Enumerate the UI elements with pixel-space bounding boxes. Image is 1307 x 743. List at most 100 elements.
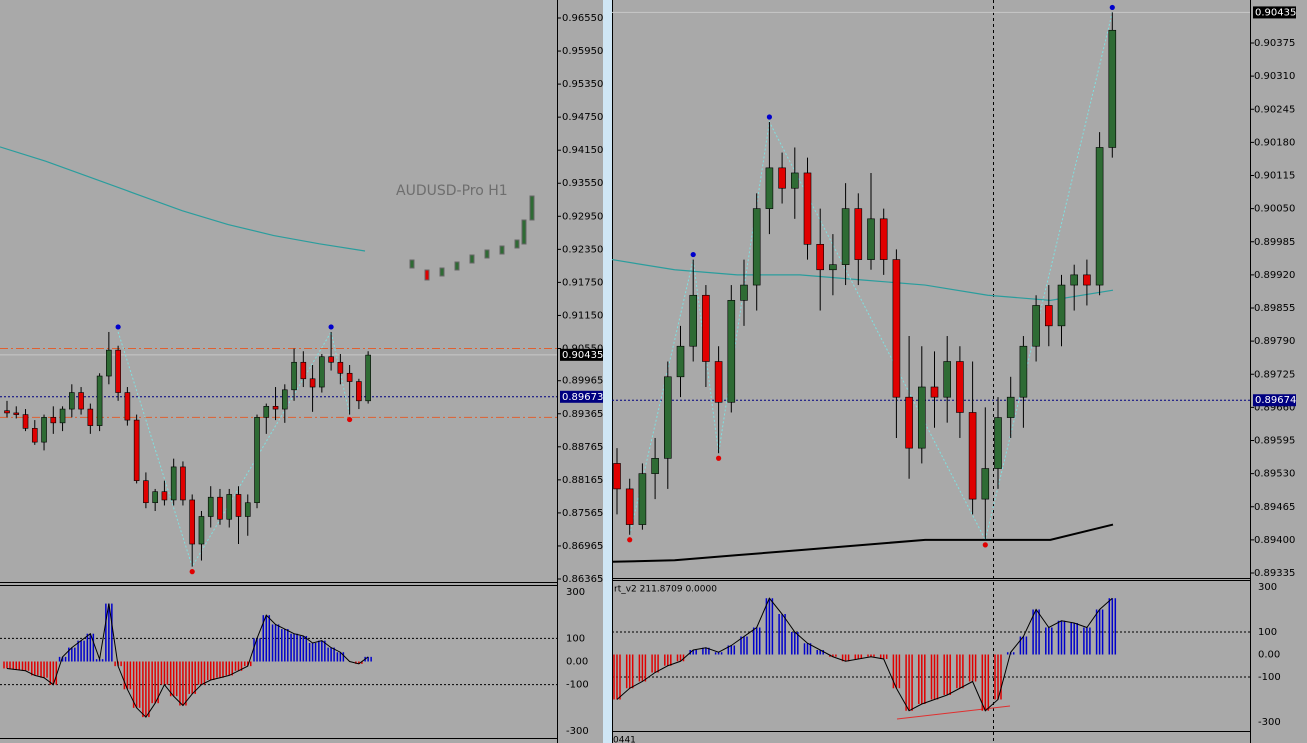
indicator-tick-label: -300	[566, 726, 589, 737]
price-tick-label: 0.89660	[1254, 402, 1295, 413]
candle-body	[714, 361, 723, 403]
zigzag-point	[328, 324, 334, 330]
candle-body	[1032, 305, 1040, 347]
moving-average	[0, 146, 366, 252]
zigzag-point	[347, 416, 353, 423]
indicator-tick-label: 0.00	[1258, 650, 1280, 661]
zigzag-point	[189, 569, 195, 575]
candle-body	[854, 208, 863, 260]
candle-body	[31, 428, 38, 443]
price-label-bg	[1253, 6, 1296, 19]
candle-body	[829, 264, 837, 271]
price-tick-label: 0.90245	[1254, 104, 1295, 115]
candle-body	[1070, 274, 1078, 286]
price-tick-label: 0.91750	[562, 277, 603, 288]
candle-body	[281, 389, 288, 410]
candle-body	[638, 473, 647, 525]
zigzag-point	[627, 537, 633, 543]
price-tick-label: 0.87565	[562, 508, 603, 519]
zigzag-point	[766, 114, 773, 120]
candle-body	[943, 361, 952, 398]
indicator-tick-label: -100	[566, 680, 589, 691]
candle-body	[319, 356, 325, 388]
candle-body	[4, 410, 10, 414]
candle-body	[778, 167, 786, 189]
candle-body	[765, 167, 774, 209]
divergence-line	[896, 705, 1011, 720]
candle-body	[226, 494, 233, 520]
bid-label: 0.89673	[562, 392, 603, 403]
indicator-tick-label: 0.00	[566, 657, 588, 668]
candle-body	[235, 494, 242, 517]
candle-body	[917, 386, 926, 449]
candle-body	[651, 458, 659, 474]
candle-body	[702, 294, 710, 362]
candle-body	[346, 372, 353, 382]
candle-body	[956, 361, 964, 413]
price-tick-label: 0.89965	[562, 376, 603, 387]
candle-body	[96, 375, 103, 426]
zigzag-point	[690, 251, 696, 258]
candle-body	[124, 392, 131, 421]
candle-body	[994, 417, 1002, 469]
price-label: 0.90435	[1255, 7, 1296, 18]
candle-body	[365, 354, 371, 402]
candle-body	[1019, 345, 1028, 398]
price-tick-label: 0.89920	[1254, 270, 1295, 281]
price-tick-label: 0.89465	[1254, 502, 1295, 513]
candle-body	[981, 468, 990, 500]
indicator-line	[616, 597, 1113, 712]
zigzag-point	[115, 324, 121, 330]
candle-body	[676, 345, 685, 378]
candle-body	[207, 496, 214, 517]
price-tick-label: 0.89365	[562, 409, 603, 420]
candle-body	[198, 516, 205, 545]
price-tick-label: 0.89985	[1254, 237, 1295, 248]
price-tick-label: 0.89855	[1254, 303, 1295, 314]
candle-body	[106, 349, 112, 377]
price-tick-label: 0.96550	[562, 13, 603, 24]
price-tick-label: 0.89595	[1254, 436, 1295, 447]
candle-body	[328, 356, 334, 363]
price-tick-label: 0.91150	[562, 310, 603, 321]
candle-body	[41, 417, 47, 443]
price-tick-label: 0.92350	[562, 244, 603, 255]
price-tick-label: 0.88165	[562, 475, 603, 486]
candle-body	[161, 491, 168, 501]
candle-body	[263, 406, 270, 418]
candle-body	[1108, 29, 1117, 148]
price-tick-label: 0.89790	[1254, 336, 1295, 347]
candle-body	[968, 412, 977, 500]
candle-body	[254, 417, 260, 504]
candle-body	[115, 349, 121, 393]
candle-body	[790, 172, 799, 189]
candle-body	[905, 396, 913, 449]
candle-body	[133, 419, 140, 481]
candle-body	[69, 392, 75, 410]
indicator-tick-label: 300	[566, 587, 585, 598]
candle-body	[189, 499, 195, 545]
zigzag-point	[1109, 4, 1115, 11]
candle-body	[930, 386, 939, 398]
price-tick-label: 0.89335	[1254, 568, 1295, 579]
price-tick-label: 0.93550	[562, 178, 603, 189]
price-tick-label: 0.89530	[1254, 469, 1295, 480]
mini-chart	[409, 195, 535, 281]
candle-body	[803, 172, 812, 245]
price-tick-label: 0.95350	[562, 79, 603, 90]
price-tick-label: 0.90050	[1254, 204, 1295, 215]
price-tick-label: 0.90310	[1254, 71, 1295, 82]
price-label-bg	[560, 348, 603, 361]
indicator-tick-label: 100	[1258, 627, 1277, 638]
candle-body	[1095, 147, 1104, 286]
candle-body	[625, 488, 634, 525]
price-tick-label: 0.94150	[562, 145, 603, 156]
price-tick-label: 0.95950	[562, 46, 603, 57]
price-tick-label: 0.86965	[562, 541, 603, 552]
candle-body	[337, 361, 344, 374]
price-tick-label: 0.89725	[1254, 369, 1295, 380]
candle-body	[613, 463, 621, 490]
candle-body	[59, 408, 66, 424]
price-tick-label: 0.94750	[562, 112, 603, 123]
